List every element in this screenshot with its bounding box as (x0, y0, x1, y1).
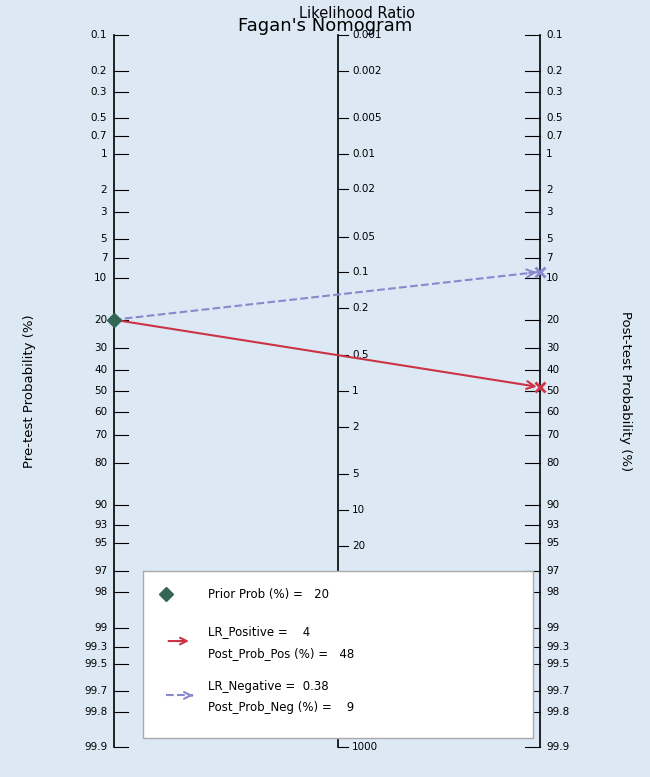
Text: 3: 3 (546, 207, 552, 217)
Text: 40: 40 (546, 365, 559, 375)
Text: 0.5: 0.5 (546, 113, 562, 124)
Text: 99.5: 99.5 (84, 659, 107, 669)
Text: Fagan's Nomogram: Fagan's Nomogram (238, 17, 412, 35)
Text: 70: 70 (94, 430, 107, 440)
Text: 20: 20 (94, 315, 107, 325)
Text: 1: 1 (101, 149, 107, 159)
Text: 95: 95 (546, 538, 559, 548)
Text: 1000: 1000 (352, 743, 378, 752)
Text: 50: 50 (94, 386, 107, 396)
Text: 10: 10 (94, 273, 107, 283)
Text: 0.02: 0.02 (352, 184, 375, 194)
Text: 99.3: 99.3 (84, 642, 107, 652)
Text: 98: 98 (546, 587, 559, 597)
Text: 1: 1 (546, 149, 552, 159)
Text: 0.3: 0.3 (546, 87, 562, 96)
Text: 98: 98 (94, 587, 107, 597)
Text: 2: 2 (352, 422, 359, 432)
Text: 5: 5 (101, 235, 107, 244)
Text: 90: 90 (546, 500, 559, 510)
Text: 99: 99 (94, 623, 107, 633)
Text: 93: 93 (546, 520, 559, 530)
Text: 99.8: 99.8 (546, 706, 569, 716)
Text: 95: 95 (94, 538, 107, 548)
Text: 5: 5 (352, 469, 359, 479)
Text: 0.2: 0.2 (91, 66, 107, 76)
Text: 7: 7 (546, 253, 552, 263)
Text: 0.7: 0.7 (91, 131, 107, 141)
Text: 0.5: 0.5 (352, 350, 369, 361)
Text: Pre-test Probability (%): Pre-test Probability (%) (23, 315, 36, 468)
Text: LR_Negative =  0.38: LR_Negative = 0.38 (208, 680, 329, 692)
Text: 97: 97 (546, 566, 559, 576)
Text: 0.3: 0.3 (91, 87, 107, 96)
Text: 0.7: 0.7 (546, 131, 562, 141)
Text: 97: 97 (94, 566, 107, 576)
Text: 80: 80 (546, 458, 559, 468)
Text: 0.1: 0.1 (91, 30, 107, 40)
Text: 0.005: 0.005 (352, 113, 382, 123)
Text: 60: 60 (94, 407, 107, 417)
Text: 0.2: 0.2 (352, 303, 369, 313)
Text: 0.2: 0.2 (546, 66, 562, 76)
Text: 0.1: 0.1 (352, 267, 369, 277)
Text: 0.01: 0.01 (352, 148, 375, 159)
Text: 50: 50 (352, 588, 365, 598)
Text: 93: 93 (94, 520, 107, 530)
Text: 10: 10 (546, 273, 559, 283)
Text: 99.5: 99.5 (546, 659, 569, 669)
Text: 0.001: 0.001 (352, 30, 382, 40)
Text: 10: 10 (352, 505, 365, 515)
Text: 0.002: 0.002 (352, 66, 382, 75)
Text: 99.3: 99.3 (546, 642, 569, 652)
Text: 60: 60 (546, 407, 559, 417)
Text: 99.7: 99.7 (546, 686, 569, 695)
Text: 99.9: 99.9 (84, 743, 107, 752)
Text: 70: 70 (546, 430, 559, 440)
Bar (143, 571, 533, 738)
Text: 99.9: 99.9 (546, 743, 569, 752)
Text: 40: 40 (94, 365, 107, 375)
Text: 90: 90 (94, 500, 107, 510)
Text: 0.1: 0.1 (546, 30, 562, 40)
Text: 2: 2 (101, 186, 107, 196)
Text: 30: 30 (546, 343, 559, 353)
Text: 30: 30 (94, 343, 107, 353)
Text: Likelihood Ratio: Likelihood Ratio (299, 6, 415, 21)
Text: 99: 99 (546, 623, 559, 633)
Text: 200: 200 (352, 660, 372, 670)
Text: LR_Positive =    4: LR_Positive = 4 (208, 625, 310, 638)
Text: Prior Prob (%) =   20: Prior Prob (%) = 20 (208, 588, 329, 601)
Text: 500: 500 (352, 707, 372, 716)
Text: 80: 80 (94, 458, 107, 468)
Text: Post-test Probability (%): Post-test Probability (%) (619, 311, 632, 472)
Text: 5: 5 (546, 235, 552, 244)
Text: 1: 1 (352, 386, 359, 396)
Text: 0.5: 0.5 (91, 113, 107, 124)
Text: 20: 20 (352, 541, 365, 551)
Text: 7: 7 (101, 253, 107, 263)
Text: Post_Prob_Pos (%) =   48: Post_Prob_Pos (%) = 48 (208, 647, 354, 660)
Text: Post_Prob_Neg (%) =    9: Post_Prob_Neg (%) = 9 (208, 702, 354, 714)
Text: 99.8: 99.8 (84, 706, 107, 716)
Text: 0.05: 0.05 (352, 232, 375, 242)
Text: 50: 50 (546, 386, 559, 396)
Text: 99.7: 99.7 (84, 686, 107, 695)
Text: 20: 20 (546, 315, 559, 325)
Text: 2: 2 (546, 186, 552, 196)
Text: 3: 3 (101, 207, 107, 217)
Text: 100: 100 (352, 624, 372, 634)
